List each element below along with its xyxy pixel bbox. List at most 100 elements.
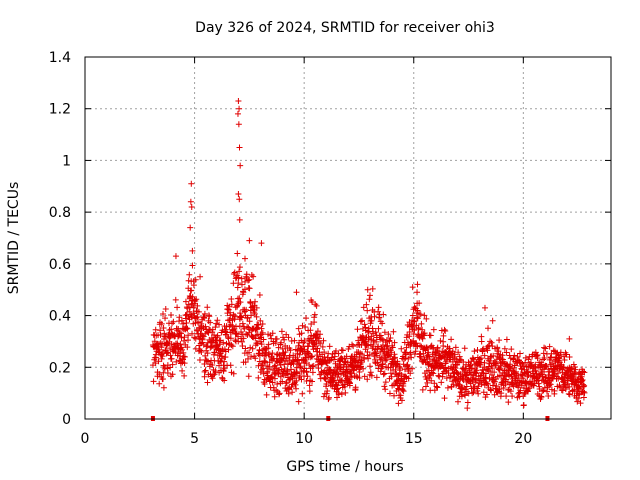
data-point <box>390 355 397 362</box>
data-point <box>187 311 194 318</box>
data-point <box>417 342 424 349</box>
data-point <box>274 381 281 388</box>
data-point <box>214 332 221 339</box>
data-point <box>153 354 160 361</box>
data-point <box>568 365 575 372</box>
y-tick-label: 0.6 <box>49 257 71 273</box>
data-point <box>510 383 517 390</box>
data-point <box>190 282 197 289</box>
data-point <box>444 384 451 391</box>
data-point <box>294 369 301 376</box>
data-point <box>197 273 204 280</box>
data-point <box>244 314 251 321</box>
y-tick-label: 1.2 <box>49 102 71 118</box>
data-point <box>335 371 342 378</box>
data-point <box>309 353 316 360</box>
data-point <box>185 332 192 339</box>
data-point <box>433 383 440 390</box>
data-point <box>201 360 208 367</box>
data-point <box>378 335 385 342</box>
data-point <box>403 334 410 341</box>
x-tick-label: 0 <box>81 431 90 447</box>
data-point <box>377 356 384 363</box>
data-point <box>235 191 242 198</box>
data-point <box>254 340 261 347</box>
data-point <box>579 377 586 384</box>
data-point <box>304 349 311 356</box>
data-point <box>306 361 313 368</box>
data-point <box>285 334 292 341</box>
data-point <box>501 345 508 352</box>
data-point <box>180 320 187 327</box>
data-point <box>479 346 486 353</box>
data-point <box>415 324 422 331</box>
data-point <box>543 363 550 370</box>
data-point <box>253 304 260 311</box>
data-point <box>419 326 426 333</box>
data-point <box>566 391 573 398</box>
data-point <box>375 325 382 332</box>
data-point <box>358 359 365 366</box>
data-point <box>356 368 363 375</box>
data-point <box>269 374 276 381</box>
data-point <box>346 382 353 389</box>
data-point <box>189 330 196 337</box>
data-point <box>422 383 429 390</box>
data-point <box>160 384 167 391</box>
data-point <box>158 344 165 351</box>
data-point <box>414 289 421 296</box>
data-point <box>534 352 541 359</box>
data-point <box>237 310 244 317</box>
data-point <box>581 389 588 396</box>
data-point <box>245 373 252 380</box>
data-point <box>477 361 484 368</box>
data-point <box>405 375 412 382</box>
data-point <box>367 363 374 370</box>
data-point <box>221 377 228 384</box>
data-point <box>201 310 208 317</box>
data-point <box>364 307 371 314</box>
data-point <box>360 304 367 311</box>
data-point <box>370 337 377 344</box>
data-point <box>160 324 167 331</box>
data-point <box>234 110 241 117</box>
data-point <box>198 349 205 356</box>
data-point <box>403 344 410 351</box>
data-point <box>454 398 461 405</box>
data-point <box>174 304 181 311</box>
data-point <box>190 310 197 317</box>
data-point <box>188 287 195 294</box>
data-point <box>306 382 313 389</box>
data-point <box>430 326 437 333</box>
data-point <box>460 358 467 365</box>
data-point <box>413 314 420 321</box>
data-point <box>204 343 211 350</box>
data-point <box>178 344 185 351</box>
data-point <box>391 339 398 346</box>
data-point <box>250 273 257 280</box>
data-point <box>194 302 201 309</box>
data-point <box>339 347 346 354</box>
data-point <box>581 369 588 376</box>
data-point <box>246 318 253 325</box>
data-point <box>562 384 569 391</box>
data-point <box>545 392 552 399</box>
data-point <box>481 359 488 366</box>
data-point <box>169 371 176 378</box>
data-point <box>556 382 563 389</box>
data-point <box>260 370 267 377</box>
data-point <box>420 331 427 338</box>
data-point <box>239 320 246 327</box>
data-point <box>360 334 367 341</box>
data-point <box>448 336 455 343</box>
y-tick-label: 0.2 <box>49 360 71 376</box>
data-point <box>382 379 389 386</box>
y-tick-labels: 0 0.2 0.4 0.6 0.8 1 1.2 1.4 <box>49 50 71 428</box>
data-point <box>380 311 387 318</box>
data-point <box>387 334 394 341</box>
data-point <box>202 323 209 330</box>
data-point <box>336 361 343 368</box>
data-point <box>492 360 499 367</box>
data-point <box>555 370 562 377</box>
y-tick-label: 0.4 <box>49 309 71 325</box>
